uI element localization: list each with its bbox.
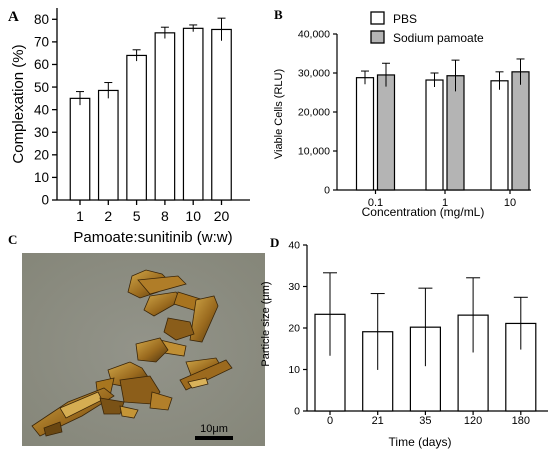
chart-a-x-tick-label-5: 20 <box>214 208 230 224</box>
micrograph-panel: 10μm <box>22 253 265 446</box>
chart-a-bar-1 <box>69 97 91 201</box>
chart-b-x-tick-label-2: 10 <box>504 197 516 209</box>
panel-label-a: A <box>8 9 19 25</box>
chart-b-bar-sodium-pamoate-10 <box>511 71 530 191</box>
chart-b-bar-pbs-0-1 <box>355 77 375 191</box>
chart-a-y-tick-label-1: 10 <box>34 170 49 185</box>
chart-b-bar-pbs-10 <box>490 80 509 191</box>
chart-d-x-tick-label-4: 180 <box>512 415 530 427</box>
scale-bar-label: 10μm <box>200 423 228 435</box>
chart-a-x-tick-label-2: 5 <box>133 208 141 224</box>
chart-a-y-tick-label-8: 80 <box>34 12 49 27</box>
chart-a-x-axis-title: Pamoate:sunitinib (w:w) <box>73 229 232 246</box>
chart-a-y-tick-label-5: 50 <box>34 80 49 95</box>
chart-b-bar-sodium-pamoate-1 <box>446 75 465 191</box>
chart-a-y-tick-label-2: 20 <box>34 148 49 163</box>
chart-a-x-tick-label-4: 10 <box>185 208 201 224</box>
chart-d-y-tick-label-0: 0 <box>294 406 300 418</box>
chart-b: Viable Cells (RLU) Concentration (mg/mL)… <box>273 11 531 219</box>
chart-d-y-tick-label-4: 40 <box>288 240 300 252</box>
chart-b-y-tick-label-4: 40,000 <box>298 29 330 41</box>
chart-b-x-tick-label-0: 0.1 <box>368 197 383 209</box>
chart-a-y-tick-label-0: 0 <box>41 193 49 208</box>
chart-b-y-tick-label-2: 20,000 <box>298 107 330 119</box>
chart-b-y-tick-label-1: 10,000 <box>298 146 330 158</box>
chart-a-bar-2 <box>97 89 119 201</box>
chart-a-y-tick-label-7: 70 <box>34 35 49 50</box>
chart-d: Particle size (μm) Time (days) 0 10 20 30 40… <box>260 240 548 449</box>
chart-a-bar-8 <box>154 32 176 201</box>
chart-a-bar-20 <box>211 28 232 201</box>
scale-bar <box>195 436 233 440</box>
chart-b-x-axis-title: Concentration (mg/mL) <box>362 205 485 219</box>
chart-a-bar-5 <box>126 54 147 201</box>
chart-d-y-tick-label-1: 10 <box>288 364 300 376</box>
legend-label-pbs: PBS <box>393 12 417 26</box>
chart-a-x-tick-label-3: 8 <box>161 208 169 224</box>
chart-a-x-tick-label-0: 1 <box>76 208 84 224</box>
chart-a-y-tick-label-3: 30 <box>34 125 49 140</box>
chart-d-x-tick-label-1: 21 <box>372 415 384 427</box>
chart-d-x-axis-title: Time (days) <box>389 435 452 449</box>
chart-a: Complexation (%) Pamoate:sunitinib (w:w)… <box>10 8 250 246</box>
panel-label-c: C <box>8 232 17 247</box>
chart-b-y-tick-label-0: 0 <box>324 185 330 197</box>
chart-d-x-tick-label-3: 120 <box>464 415 482 427</box>
chart-d-y-tick-label-2: 20 <box>288 323 300 335</box>
chart-a-x-tick-label-1: 2 <box>104 208 112 224</box>
chart-d-y-axis-title: Particle size (μm) <box>260 281 272 366</box>
chart-b-bar-pbs-1 <box>425 79 444 191</box>
chart-a-y-axis-title: Complexation (%) <box>10 44 27 163</box>
chart-b-y-tick-label-3: 30,000 <box>298 68 330 80</box>
chart-a-y-tick-label-6: 60 <box>34 57 49 72</box>
chart-b-x-tick-label-1: 1 <box>442 197 448 209</box>
legend-label-sodium-pamoate: Sodium pamoate <box>393 31 484 45</box>
legend-swatch-sodium-pamoate <box>370 30 385 44</box>
chart-a-y-tick-label-4: 40 <box>34 102 49 117</box>
chart-d-x-tick-label-2: 35 <box>419 415 431 427</box>
legend-swatch-pbs <box>370 11 385 25</box>
chart-b-y-axis-title: Viable Cells (RLU) <box>273 69 285 159</box>
chart-d-x-tick-label-0: 0 <box>327 415 333 427</box>
chart-a-bar-10 <box>182 27 204 201</box>
chart-d-y-tick-label-3: 30 <box>288 281 300 293</box>
crystal-cluster <box>31 269 233 437</box>
chart-b-bar-sodium-pamoate-0-1 <box>376 74 396 191</box>
panel-label-d: D <box>270 235 279 250</box>
panel-label-b: B <box>274 7 283 22</box>
